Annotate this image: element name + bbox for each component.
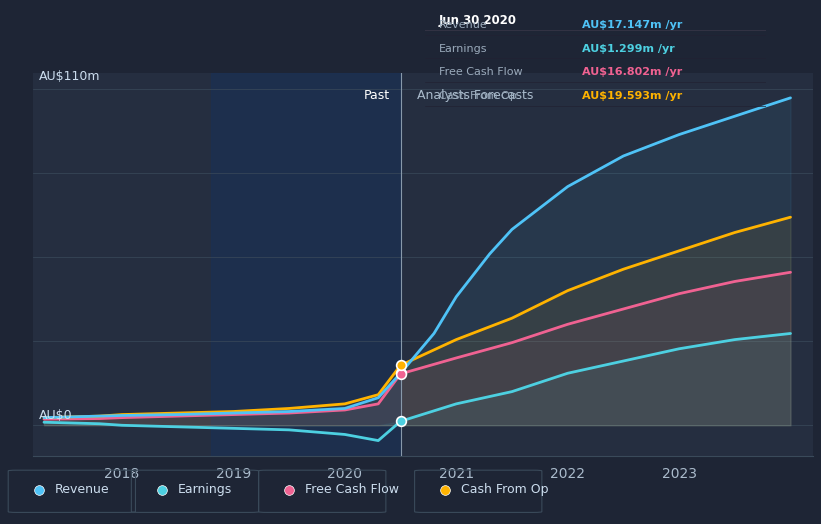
Text: AU$1.299m /yr: AU$1.299m /yr bbox=[582, 43, 675, 53]
Text: AU$110m: AU$110m bbox=[39, 70, 100, 83]
Text: Jun 30 2020: Jun 30 2020 bbox=[439, 14, 517, 27]
Bar bbox=[211, 73, 401, 456]
Text: Earnings: Earnings bbox=[178, 484, 232, 496]
Text: Revenue: Revenue bbox=[55, 484, 110, 496]
Text: Free Cash Flow: Free Cash Flow bbox=[305, 484, 399, 496]
Text: Analysts Forecasts: Analysts Forecasts bbox=[417, 89, 534, 102]
Text: AU$17.147m /yr: AU$17.147m /yr bbox=[582, 20, 682, 30]
Text: Revenue: Revenue bbox=[439, 20, 488, 30]
Text: Past: Past bbox=[363, 89, 389, 102]
Text: AU$16.802m /yr: AU$16.802m /yr bbox=[582, 67, 682, 77]
Text: Earnings: Earnings bbox=[439, 43, 488, 53]
Text: Free Cash Flow: Free Cash Flow bbox=[439, 67, 522, 77]
Text: Cash From Op: Cash From Op bbox=[439, 91, 516, 101]
Text: AU$19.593m /yr: AU$19.593m /yr bbox=[582, 91, 682, 101]
Text: AU$0: AU$0 bbox=[39, 409, 72, 422]
Text: Cash From Op: Cash From Op bbox=[461, 484, 549, 496]
